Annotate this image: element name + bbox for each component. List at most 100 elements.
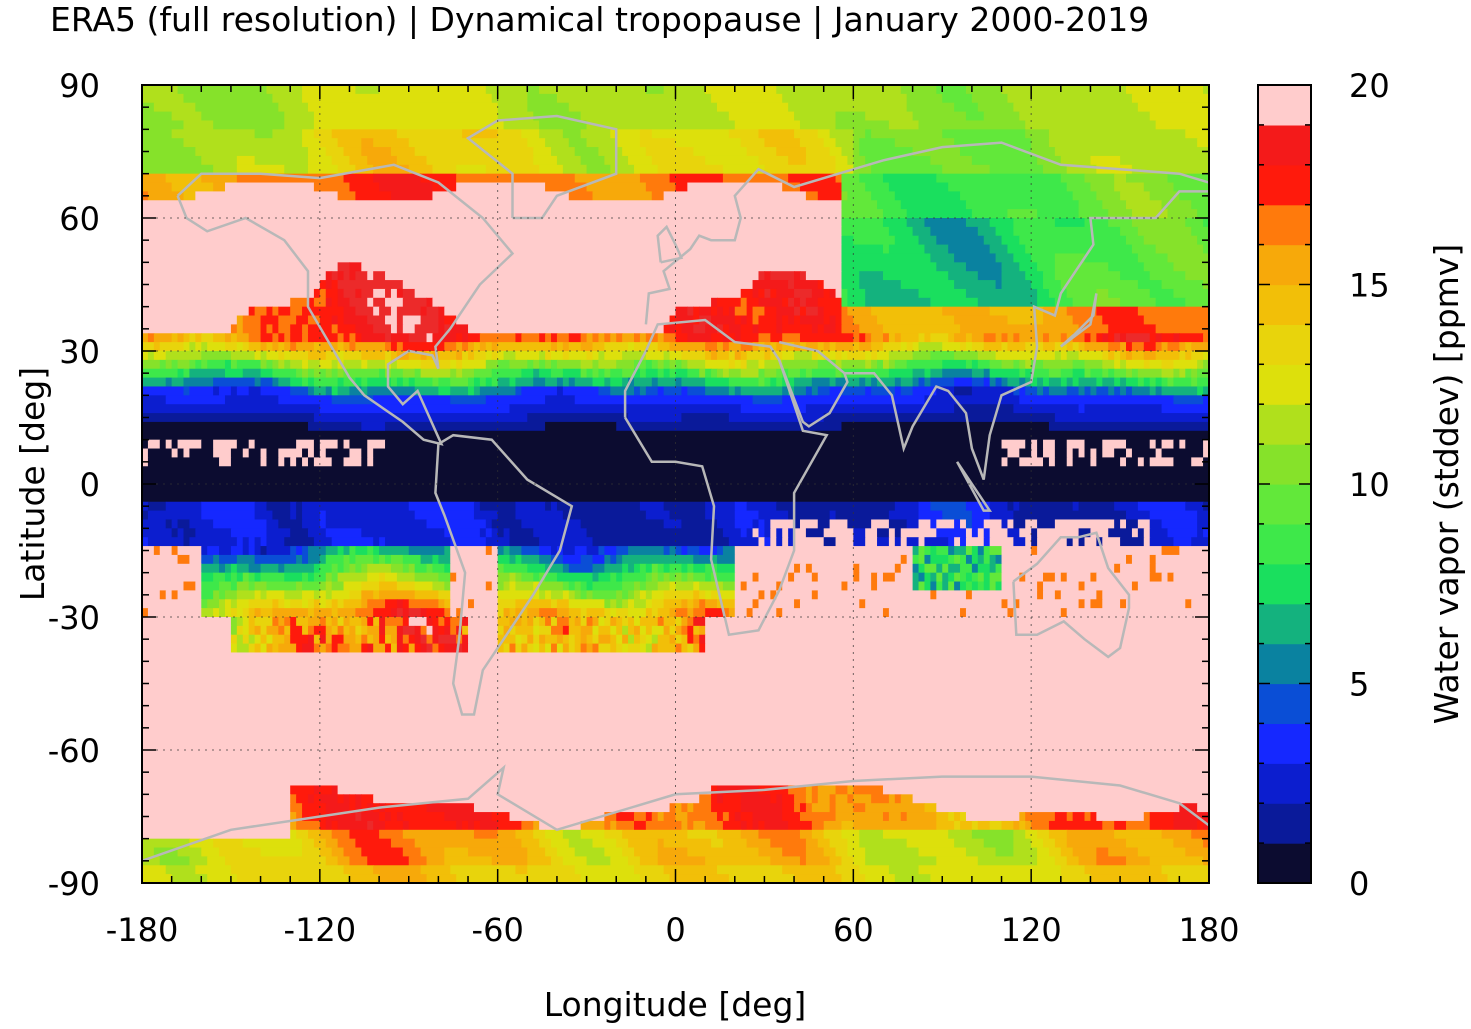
- heatmap-cell: [450, 368, 457, 379]
- heatmap-cell: [1084, 386, 1092, 396]
- heatmap-cell: [290, 599, 303, 609]
- heatmap-cell: [580, 111, 730, 122]
- heatmap-cell: [687, 306, 694, 317]
- heatmap-cell: [349, 554, 356, 565]
- heatmap-cell: [355, 85, 380, 95]
- heatmap-cell: [906, 93, 943, 104]
- heatmap-cell: [491, 342, 499, 352]
- heatmap-cell: [462, 643, 469, 654]
- heatmap-cell: [361, 448, 368, 458]
- heatmap-cell: [373, 457, 1003, 467]
- heatmap-cell: [473, 803, 671, 813]
- heatmap-cell: [266, 581, 297, 591]
- heatmap-cell: [159, 590, 167, 600]
- heatmap-cell: [782, 528, 789, 538]
- heatmap-cell: [236, 617, 244, 627]
- heatmap-cell: [705, 590, 712, 600]
- heatmap-cell: [468, 324, 665, 334]
- heatmap-cell: [651, 377, 659, 388]
- heatmap-cell: [1060, 368, 1074, 379]
- heatmap-cell: [533, 829, 546, 840]
- heatmap-cell: [983, 519, 1003, 529]
- heatmap-cell: [521, 129, 540, 139]
- heatmap-cell: [657, 572, 665, 583]
- heatmap-cell: [1143, 359, 1151, 370]
- heatmap-cell: [248, 599, 274, 609]
- heatmap-cell: [414, 643, 422, 654]
- heatmap-cell: [758, 377, 766, 388]
- heatmap-cell: [616, 625, 623, 636]
- heatmap-cell: [705, 501, 736, 512]
- heatmap-cell: [942, 164, 991, 175]
- heatmap-cell: [859, 377, 866, 388]
- heatmap-cell: [651, 191, 665, 201]
- chart-title: ERA5 (full resolution) | Dynamical tropo…: [50, 0, 1150, 39]
- heatmap-cell: [592, 617, 600, 627]
- heatmap-cell: [983, 368, 991, 379]
- heatmap-cell: [1078, 324, 1109, 334]
- heatmap-cell: [960, 563, 973, 574]
- heatmap-cell: [1001, 457, 1009, 467]
- heatmap-cell: [1054, 147, 1209, 157]
- heatmap-cell: [977, 856, 1038, 866]
- heatmap-cell: [965, 200, 1080, 210]
- heatmap-cell: [971, 590, 1038, 600]
- heatmap-cell: [539, 129, 564, 139]
- heatmap-cell: [888, 244, 926, 255]
- heatmap-cell: [361, 581, 380, 591]
- heatmap-cell: [515, 634, 522, 645]
- heatmap-cell: [604, 554, 611, 565]
- heatmap-cell: [598, 359, 617, 370]
- heatmap-cell: [385, 297, 404, 308]
- heatmap-cell: [219, 554, 238, 565]
- heatmap-cell: [604, 820, 611, 831]
- heatmap-cell: [936, 856, 979, 866]
- heatmap-cell: [645, 85, 665, 95]
- heatmap-cell: [414, 581, 434, 591]
- heatmap-cell: [580, 634, 588, 645]
- heatmap-cell: [580, 155, 605, 166]
- heatmap-cell: [841, 209, 884, 219]
- heatmap-cell: [284, 563, 315, 574]
- heatmap-cell: [604, 617, 611, 627]
- heatmap-cell: [266, 351, 279, 361]
- heatmap-cell: [562, 643, 570, 654]
- heatmap-cell: [592, 333, 600, 343]
- heatmap-cell: [503, 528, 511, 538]
- heatmap-cell: [426, 803, 475, 813]
- heatmap-cell: [728, 306, 736, 317]
- heatmap-cell: [687, 386, 706, 396]
- heatmap-cell: [1078, 599, 1086, 609]
- heatmap-cell: [272, 324, 279, 334]
- heatmap-cell: [912, 226, 931, 237]
- heatmap-cell: [865, 874, 896, 883]
- heatmap-cell: [924, 537, 949, 547]
- heatmap-cell: [313, 439, 321, 450]
- heatmap-cell: [390, 563, 404, 574]
- heatmap-cell: [219, 608, 226, 618]
- heatmap-cell: [1197, 377, 1209, 388]
- heatmap-cell: [965, 812, 1020, 822]
- heatmap-cell: [728, 359, 736, 370]
- heatmap-cell: [645, 590, 653, 600]
- heatmap-cell: [307, 164, 339, 175]
- heatmap-cell: [183, 537, 191, 547]
- heatmap-cell: [260, 386, 291, 396]
- heatmap-cell: [592, 590, 617, 600]
- heatmap-cell: [841, 271, 860, 281]
- heatmap-cell: [776, 608, 783, 618]
- heatmap-cell: [272, 129, 303, 139]
- heatmap-cell: [681, 563, 688, 574]
- heatmap-cell: [242, 448, 250, 458]
- heatmap-cell: [675, 377, 683, 388]
- heatmap-cell: [367, 155, 398, 166]
- heatmap-cell: [983, 572, 991, 583]
- heatmap-cell: [319, 829, 333, 840]
- heatmap-cell: [373, 608, 392, 618]
- heatmap-cell: [402, 847, 422, 857]
- heatmap-cell: [1043, 377, 1050, 388]
- heatmap-cell: [634, 342, 659, 352]
- heatmap-cell: [628, 617, 635, 627]
- x-tick-label: 60: [833, 911, 874, 949]
- heatmap-cell: [379, 634, 386, 645]
